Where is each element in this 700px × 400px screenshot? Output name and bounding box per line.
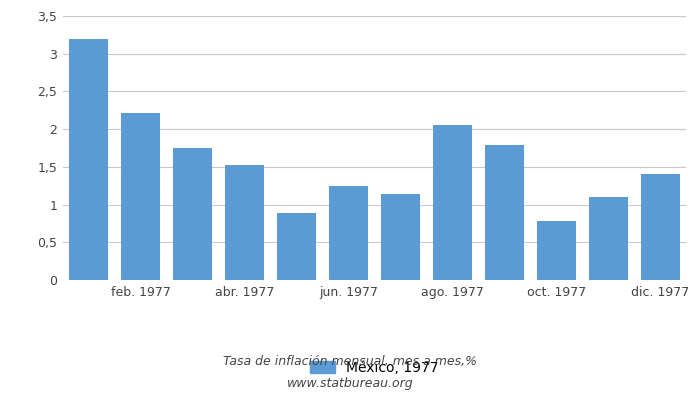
Bar — [433, 125, 472, 280]
Bar — [537, 221, 575, 280]
Bar — [225, 165, 264, 280]
Text: Tasa de inflación mensual, mes a mes,%: Tasa de inflación mensual, mes a mes,% — [223, 356, 477, 368]
Bar — [69, 39, 108, 280]
Bar — [329, 186, 368, 280]
Text: www.statbureau.org: www.statbureau.org — [287, 378, 413, 390]
Bar — [174, 148, 212, 280]
Bar — [640, 174, 680, 280]
Legend: México, 1977: México, 1977 — [310, 361, 439, 375]
Bar — [277, 213, 316, 280]
Bar — [485, 145, 524, 280]
Bar — [121, 112, 160, 280]
Bar — [589, 197, 628, 280]
Bar — [381, 194, 420, 280]
